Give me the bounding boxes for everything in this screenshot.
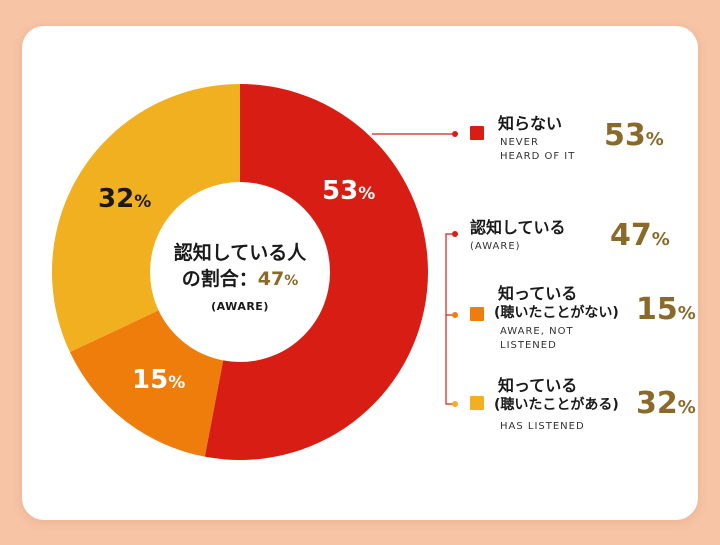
legend-value-aware: 47% — [610, 218, 670, 253]
legend-value-listened-number: 32 — [636, 386, 678, 421]
legend-title2-listened: (聴いたことがある) — [494, 397, 619, 413]
legend-dot-never — [452, 131, 458, 137]
legend-sub-listened-line1: HAS LISTENED — [500, 421, 585, 432]
legend-title-aware: 認知している — [470, 218, 566, 237]
center-value: 47% — [258, 268, 298, 290]
legend-title2-not-listened: (聴いたことがない) — [494, 305, 619, 321]
legend-value-not-listened: 15% — [636, 292, 696, 327]
legend-sub-not-listened-line2: LISTENED — [500, 340, 557, 351]
center-title: 認知している人 — [173, 242, 307, 264]
legend-swatch-not-listened — [470, 307, 484, 321]
slice-unit-never: % — [358, 184, 376, 204]
slice-value-listened: 32 — [98, 184, 135, 214]
legend-swatch-never — [470, 126, 484, 140]
slice-unit-listened: % — [134, 192, 152, 212]
legend-sub-listened: HAS LISTENED — [500, 420, 585, 434]
center-value-unit: % — [284, 273, 299, 289]
center-value-number: 47 — [257, 268, 285, 290]
legend-value-not-listened-unit: % — [677, 303, 696, 324]
legend-dot-listened — [452, 401, 458, 407]
legend-sub-aware-line1: (AWARE) — [470, 241, 521, 252]
legend-value-listened: 32% — [636, 386, 696, 421]
legend-dot-aware — [452, 231, 458, 237]
legend-dot-not-listened — [452, 312, 458, 318]
slice-label-never: 53% — [322, 176, 375, 206]
slice-label-listened: 32% — [98, 184, 151, 214]
donut-center-label: 認知している人 の割合：47% (AWARE) — [160, 240, 320, 313]
legend-title-not-listened: 知っている — [498, 284, 578, 303]
legend-sub-never-line2: HEARD OF IT — [500, 151, 576, 162]
bracket-aware — [445, 233, 455, 405]
legend-sub-aware: (AWARE) — [470, 240, 521, 254]
donut-hole — [150, 182, 330, 362]
center-ratio: の割合：47% — [160, 266, 320, 294]
legend-sub-not-listened: AWARE, NOT LISTENED — [500, 325, 574, 353]
slice-unit-not-listened: % — [168, 373, 186, 393]
legend-swatch-listened — [470, 396, 484, 410]
slice-label-not-listened: 15% — [132, 365, 185, 395]
slice-value-not-listened: 15 — [132, 365, 169, 395]
legend-value-aware-unit: % — [651, 229, 670, 250]
legend-sub-not-listened-line1: AWARE, NOT — [500, 326, 574, 337]
legend-value-never: 53% — [604, 118, 664, 153]
legend-title-never: 知らない — [498, 114, 563, 133]
legend-sub-never-line1: NEVER — [500, 137, 539, 148]
legend-value-aware-number: 47 — [610, 218, 652, 253]
legend-value-listened-unit: % — [677, 397, 696, 418]
legend-title-listened: 知っている — [498, 376, 578, 395]
center-ratio-label: の割合： — [181, 268, 258, 290]
legend-value-never-number: 53 — [604, 118, 646, 153]
legend-value-never-unit: % — [645, 129, 664, 150]
legend-sub-never: NEVER HEARD OF IT — [500, 136, 575, 164]
center-sub: (AWARE) — [211, 300, 269, 313]
slice-value-never: 53 — [322, 176, 359, 206]
legend-value-not-listened-number: 15 — [636, 292, 678, 327]
